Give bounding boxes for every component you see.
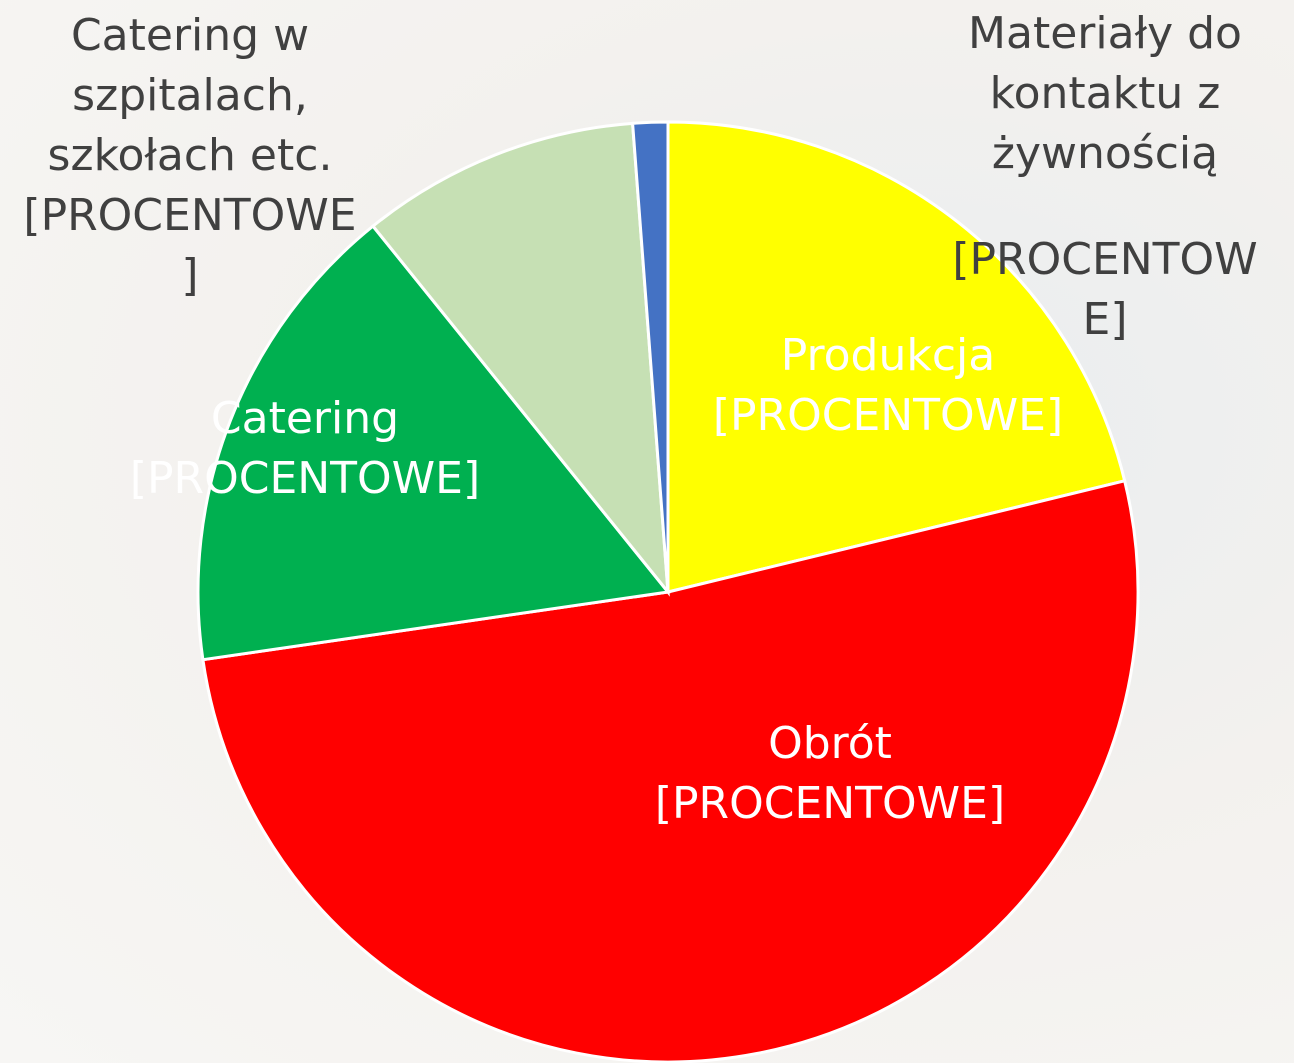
slice-label: Catering[PROCENTOWE] [115,389,495,509]
value-label: [PROCENTOWE] [115,449,495,509]
slice-label: Catering w szpitalach, szkołach etc.[PRO… [15,6,365,306]
slice-label: Materiały do kontaktu z żywnością [PROCEN… [945,4,1265,350]
value-label: [PROCENTOWE] [15,186,365,306]
category-label: Catering [211,393,399,444]
category-label: Obrót [768,718,892,769]
value-label: [PROCENTOWE] [698,386,1078,446]
category-label: Materiały do kontaktu z żywnością [968,8,1242,179]
page: Produkcja[PROCENTOWE]Obrót[PROCENTOWE]Ca… [0,0,1294,1063]
value-label: [PROCENTOWE] [640,774,1020,834]
value-label: [PROCENTOWE] [945,230,1265,350]
category-label: Catering w szpitalach, szkołach etc. [48,10,333,181]
slice-label: Obrót[PROCENTOWE] [640,714,1020,834]
